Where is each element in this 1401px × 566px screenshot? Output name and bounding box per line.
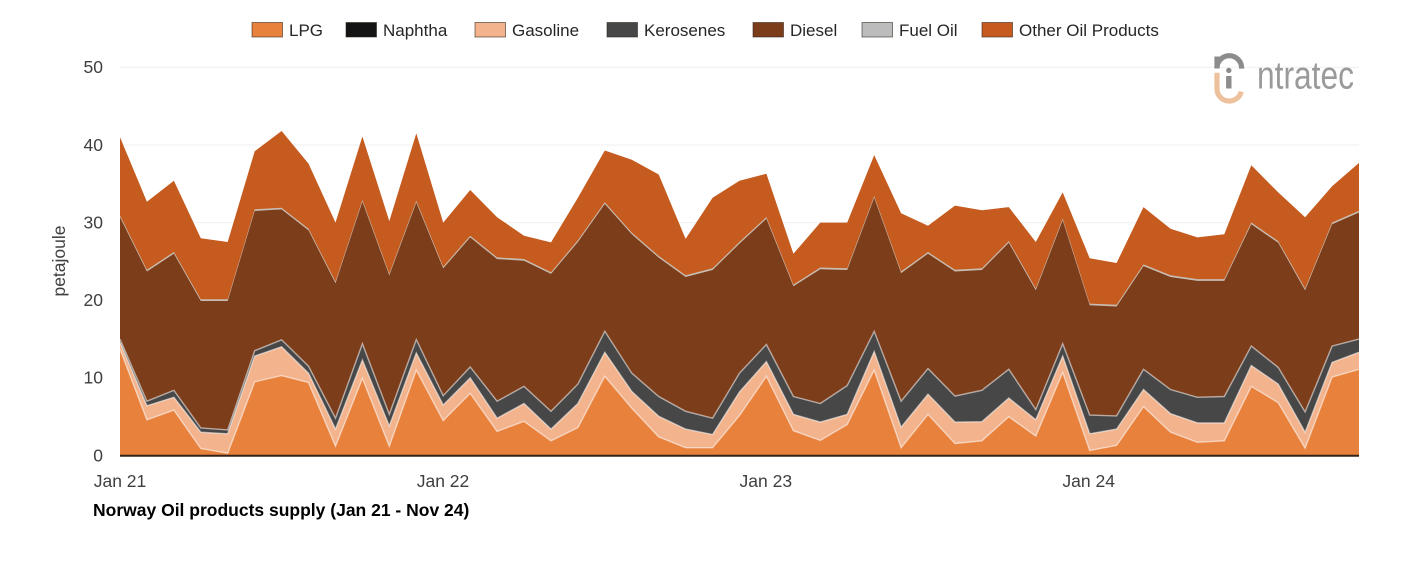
svg-text:Gasoline: Gasoline	[512, 21, 579, 40]
svg-text:40: 40	[84, 135, 104, 155]
svg-text:Jan 23: Jan 23	[740, 471, 793, 491]
svg-text:50: 50	[84, 57, 104, 77]
svg-text:30: 30	[84, 212, 104, 232]
svg-text:LPG: LPG	[289, 21, 323, 40]
svg-text:Naphtha: Naphtha	[383, 21, 448, 40]
svg-text:20: 20	[84, 290, 104, 310]
svg-text:Other Oil Products: Other Oil Products	[1019, 21, 1159, 40]
svg-text:Jan 24: Jan 24	[1062, 471, 1115, 491]
svg-text:petajoule: petajoule	[49, 225, 69, 296]
svg-text:Jan 21: Jan 21	[94, 471, 147, 491]
svg-text:Fuel Oil: Fuel Oil	[899, 21, 958, 40]
svg-text:Kerosenes: Kerosenes	[644, 21, 725, 40]
svg-text:ntratec: ntratec	[1257, 54, 1354, 97]
svg-text:Diesel: Diesel	[790, 21, 837, 40]
svg-text:0: 0	[93, 445, 103, 465]
svg-text:Norway Oil products supply (Ja: Norway Oil products supply (Jan 21 - Nov…	[93, 500, 469, 520]
svg-text:Jan 22: Jan 22	[417, 471, 470, 491]
svg-text:10: 10	[84, 368, 104, 388]
